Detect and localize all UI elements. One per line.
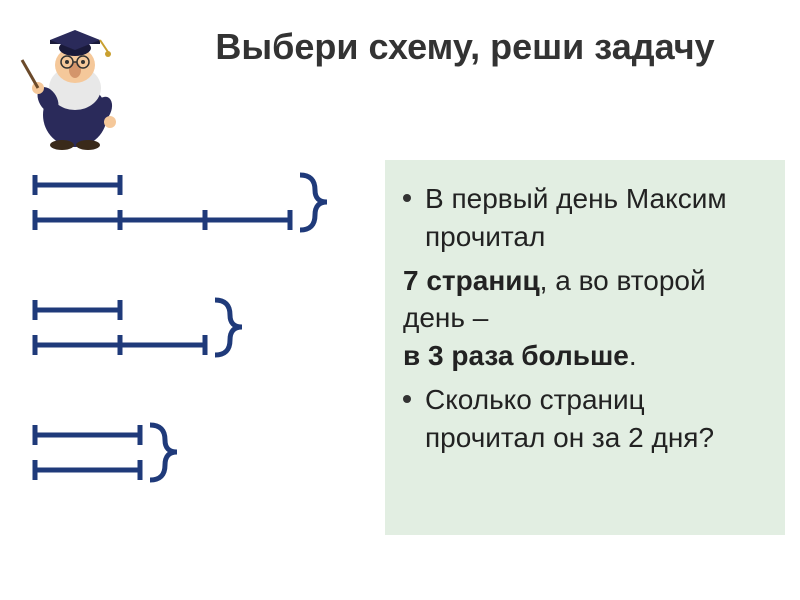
diagram-option-3 xyxy=(15,410,370,505)
professor-icon xyxy=(20,10,150,150)
diagram-option-2 xyxy=(15,285,370,380)
problem-line-3-rest: . xyxy=(629,340,637,371)
problem-line-3: в 3 раза больше. xyxy=(403,337,767,375)
problem-line-2: 7 страниц, а во второй день – xyxy=(403,262,767,338)
problem-text-box: В первый день Максим прочитал 7 страниц,… xyxy=(385,160,785,535)
bullet-icon xyxy=(403,395,411,403)
diagram-option-1 xyxy=(15,160,370,255)
pages-count: 7 страниц xyxy=(403,265,540,296)
bullet-icon xyxy=(403,194,411,202)
diagrams-column xyxy=(15,160,370,535)
problem-line-1: В первый день Максим прочитал xyxy=(425,180,767,256)
page-title: Выбери схему, реши задачу xyxy=(150,25,780,68)
multiplier: в 3 раза больше xyxy=(403,340,629,371)
problem-question: Сколько страниц прочитал он за 2 дня? xyxy=(425,381,767,457)
